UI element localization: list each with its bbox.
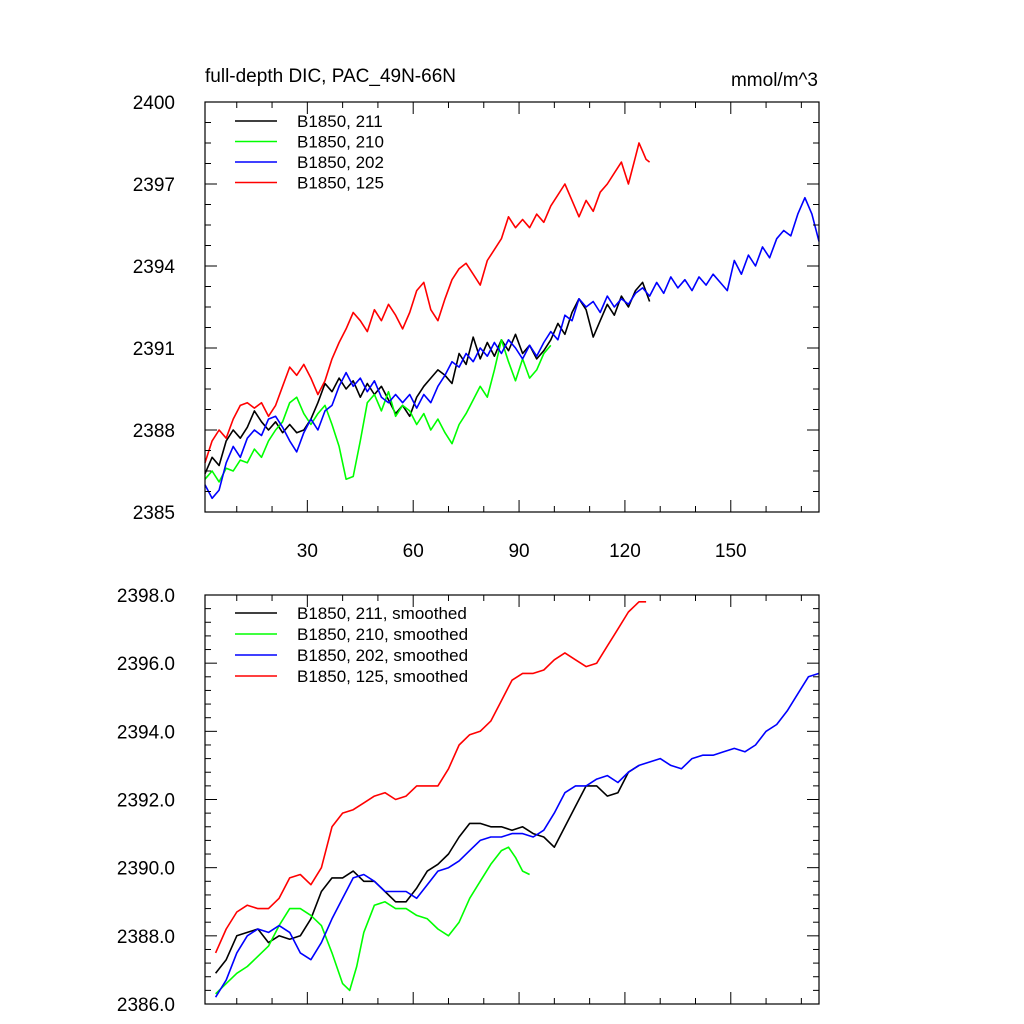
- series-line-0: [214, 764, 640, 974]
- series-line-0: [204, 281, 651, 475]
- y-tick-label: 2388: [133, 421, 175, 442]
- legend-label-0: B1850, 211, smoothed: [297, 604, 467, 623]
- x-tick-label: 120: [609, 541, 641, 562]
- chart-title: full-depth DIC, PAC_49N-66N: [205, 66, 456, 87]
- y-tick-label: 2394: [133, 257, 176, 278]
- y-tick-label: 2386.0: [117, 995, 175, 1016]
- y-tick-label: 2400: [133, 93, 175, 114]
- raw-dic-panel: full-depth DIC, PAC_49N-66N mmol/m^3 238…: [133, 66, 820, 562]
- y-tick-label: 2388.0: [117, 927, 175, 948]
- smoothed-dic-panel: 2386.0 2388.0 2390.0 2392.0 2394.0 2396.0 2398…: [117, 586, 820, 1016]
- series-line-2: [214, 672, 820, 998]
- y-tick-label: 2390.0: [117, 859, 175, 880]
- legend-label-1: B1850, 210, smoothed: [297, 625, 468, 644]
- series-line-2: [204, 196, 820, 500]
- series-line-3: [214, 601, 647, 954]
- legend-label-2: B1850, 202, smoothed: [297, 646, 468, 665]
- y-tick-label: 2394.0: [117, 722, 175, 743]
- y-tick-label: 2398.0: [117, 586, 175, 607]
- y-tick-label: 2396.0: [117, 654, 175, 675]
- x-tick-label: 90: [508, 541, 529, 562]
- y-tick-label: 2385: [133, 503, 175, 524]
- legend-label-2: B1850, 202: [297, 153, 384, 172]
- units-label: mmol/m^3: [731, 70, 818, 91]
- series-line-1: [204, 339, 552, 483]
- x-tick-label: 60: [403, 541, 424, 562]
- x-tick-label: 30: [297, 541, 318, 562]
- y-tick-label: 2391: [133, 339, 175, 360]
- legend-label-3: B1850, 125, smoothed: [297, 667, 468, 686]
- legend-label-0: B1850, 211: [297, 112, 383, 131]
- legend-label-3: B1850, 125: [297, 174, 384, 193]
- series-line-3: [204, 142, 651, 464]
- legend: B1850, 211, smoothed B1850, 210, smoothed…: [235, 604, 468, 686]
- series-line-1: [215, 846, 530, 995]
- legend-label-1: B1850, 210: [297, 133, 384, 152]
- y-tick-label: 2397: [133, 175, 175, 196]
- y-tick-label: 2392.0: [117, 791, 175, 812]
- x-tick-label: 150: [715, 541, 747, 562]
